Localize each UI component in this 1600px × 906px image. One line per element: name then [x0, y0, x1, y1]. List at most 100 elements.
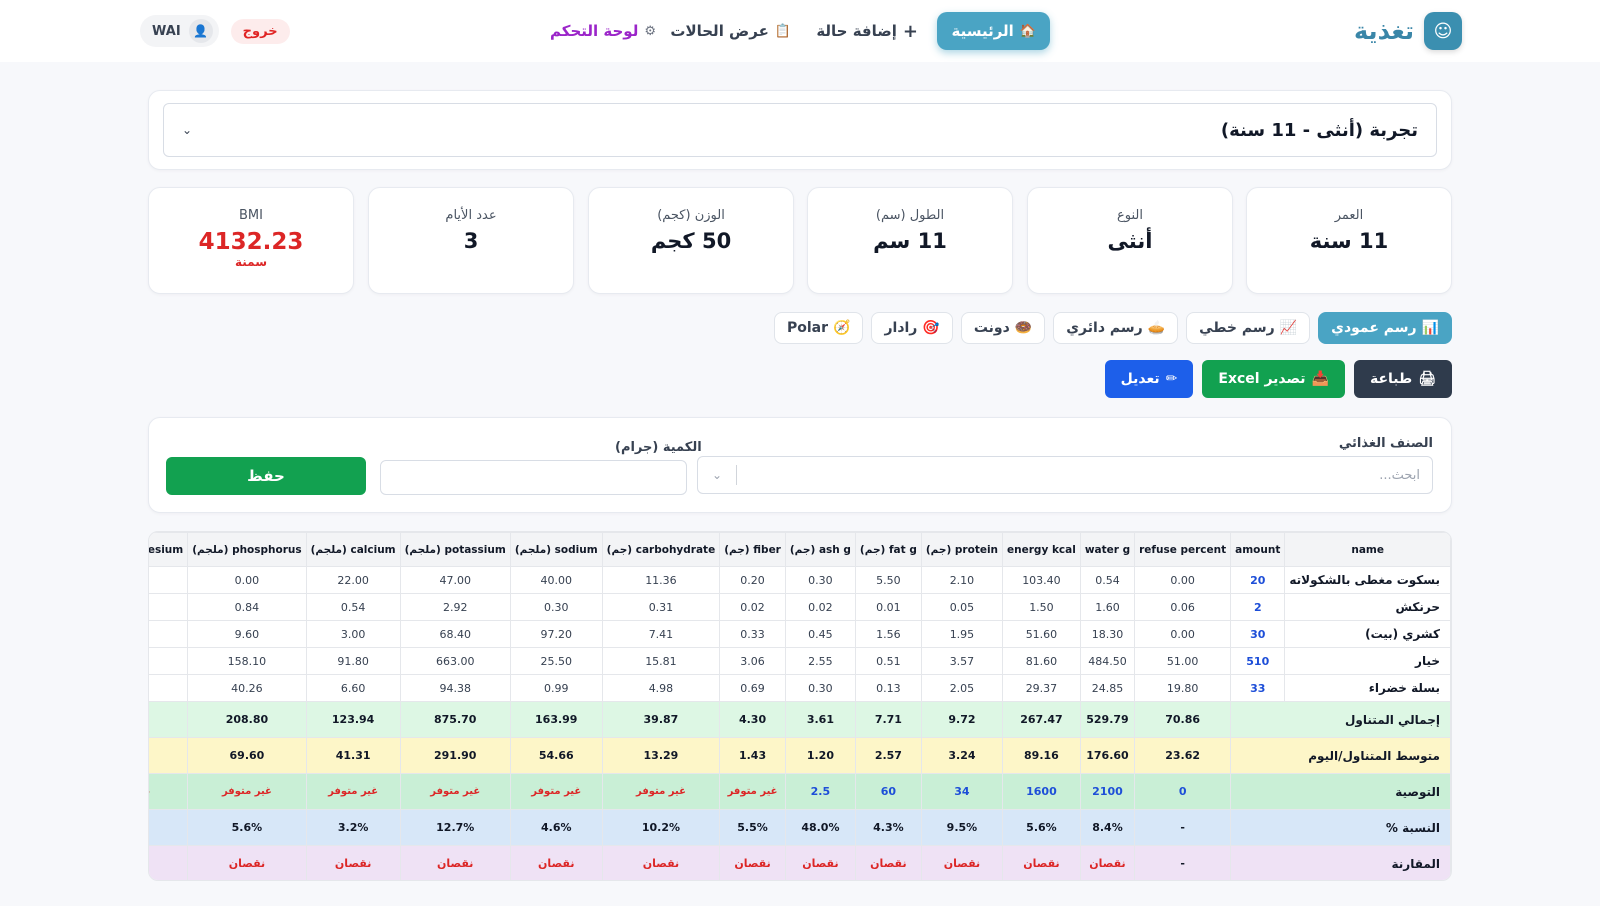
- column-header[interactable]: carbohydrate (جم): [601, 532, 721, 567]
- donut-icon: 🍩: [1014, 320, 1033, 336]
- nav-dashboard-button[interactable]: ⚙ لوحة التحكم: [536, 12, 670, 50]
- food-search-select[interactable]: ابحث... ⌄: [697, 456, 1433, 494]
- summary-cell: 0: [1134, 773, 1232, 810]
- table-row[interactable]: كشري (بيت) 30 0.00 18.30 51.60 1.95 1.56 0.45 0.…: [149, 620, 1451, 648]
- column-header[interactable]: phosphorus (ملجم): [187, 532, 307, 567]
- table-row[interactable]: بسكوت مغطى بالشكولاته 20 0.00 0.54 103.40 2.1…: [149, 566, 1451, 594]
- summary-cell: 23.62: [1134, 737, 1232, 774]
- table-cell: 0.51: [854, 647, 922, 675]
- user-menu[interactable]: 👤 WAI: [140, 15, 219, 47]
- quantity-input[interactable]: [380, 460, 687, 495]
- amount-cell[interactable]: 30: [1230, 620, 1286, 648]
- table-cell: 94.38: [399, 674, 511, 702]
- summary-cell: غير متوفر: [305, 773, 401, 810]
- summary-cell: نقصان: [601, 845, 721, 880]
- table-cell: 51.00: [1134, 647, 1232, 675]
- table-cell: 51.60: [1002, 620, 1081, 648]
- column-header[interactable]: potassium (ملجم): [399, 532, 511, 567]
- summary-label: النسبة %: [1230, 809, 1451, 846]
- top-navbar: ☺ تغذية 🏠 الرئيسية + إضافة حالة 📋 عرض ال…: [0, 0, 1600, 62]
- excel-label: تصدير Excel: [1218, 371, 1306, 387]
- total-row: إجمالي المتناول 70.86 529.79 267.47 9.72 7.71…: [149, 701, 1451, 738]
- summary-cell: 47.07: [149, 701, 189, 738]
- stat-value: أنثى: [1107, 229, 1153, 253]
- tab-label: دونت: [973, 320, 1010, 336]
- column-header[interactable]: sodium (ملجم): [509, 532, 603, 567]
- tab-donut-chart[interactable]: 🍩 دونت: [960, 312, 1046, 344]
- chevron-down-icon[interactable]: ⌄: [711, 468, 723, 482]
- tab-bar-chart[interactable]: 📊 رسم عمودي: [1318, 312, 1452, 344]
- save-button[interactable]: حفظ: [166, 457, 366, 495]
- column-header[interactable]: amount: [1230, 532, 1286, 567]
- column-header[interactable]: mangnesium (ملجم): [149, 532, 189, 567]
- table-cell: 103.40: [1002, 566, 1081, 594]
- table-cell: 0.54: [1079, 566, 1136, 594]
- brand[interactable]: ☺ تغذية: [1354, 12, 1462, 50]
- table-cell: 0.13: [854, 674, 922, 702]
- summary-cell: 4.3%: [854, 809, 922, 846]
- column-header[interactable]: ash g (جم): [784, 532, 856, 567]
- table-cell: 0.05: [920, 593, 1004, 621]
- column-header[interactable]: refuse percent: [1134, 532, 1232, 567]
- table-cell: 68.40: [399, 620, 511, 648]
- stat-value: 50 كجم: [650, 229, 732, 253]
- summary-cell: -: [1134, 845, 1232, 880]
- amount-cell[interactable]: 510: [1230, 647, 1286, 675]
- edit-button[interactable]: ✏ تعديل: [1104, 360, 1194, 398]
- nav-view-cases-button[interactable]: 📋 عرض الحالات: [656, 12, 805, 50]
- stat-value: 11 سنة: [1309, 229, 1389, 253]
- column-header[interactable]: energy kcal: [1002, 532, 1081, 567]
- table-cell: 5.50: [854, 566, 922, 594]
- summary-cell: 4.30: [719, 701, 786, 738]
- summary-cell: -: [1134, 809, 1232, 846]
- tab-pie-chart[interactable]: 🥧 رسم دائري: [1053, 312, 1179, 344]
- summary-cell: نقصان: [719, 845, 786, 880]
- home-icon: 🏠: [1019, 23, 1036, 39]
- table-cell: 97.20: [509, 620, 603, 648]
- tab-label: Polar: [787, 320, 829, 336]
- column-header[interactable]: fat g (جم): [854, 532, 922, 567]
- summary-cell: 70.86: [1134, 701, 1232, 738]
- column-header[interactable]: fiber (جم): [719, 532, 786, 567]
- column-header[interactable]: protein (جم): [920, 532, 1004, 567]
- table-row[interactable]: حرنكش 2 0.06 1.60 1.50 0.05 0.01 0.02 0.02 0.31 0.…: [149, 593, 1451, 621]
- print-button[interactable]: 🖨 طباعة: [1354, 360, 1452, 398]
- tab-polar-chart[interactable]: 🧭 Polar: [774, 312, 864, 344]
- summary-cell: 12.7%: [399, 809, 511, 846]
- nav-dashboard-label: لوحة التحكم: [549, 22, 639, 40]
- nav-add-case-button[interactable]: + إضافة حالة: [802, 12, 932, 50]
- summary-cell: 9.5%: [920, 809, 1004, 846]
- food-name-cell: حرنكش: [1284, 593, 1451, 621]
- case-selector-card: تجربة (أنثى - 11 سنة) ⌄: [148, 90, 1452, 170]
- tab-radar-chart[interactable]: 🎯 رادار: [871, 312, 953, 344]
- export-excel-button[interactable]: 📥 تصدير Excel: [1202, 360, 1345, 398]
- bar-chart-icon: 📊: [1421, 320, 1439, 336]
- nav-home-button[interactable]: 🏠 الرئيسية: [937, 12, 1050, 50]
- print-label: طباعة: [1370, 371, 1413, 387]
- gear-icon: ⚙: [644, 23, 656, 39]
- stat-gender: النوع أنثى: [1027, 187, 1233, 294]
- summary-cell: 1.43: [719, 737, 786, 774]
- summary-cell: 2.57: [854, 737, 922, 774]
- nutrition-table-container[interactable]: name amount refuse percent water g energy kc…: [148, 531, 1452, 881]
- table-cell: 0.30: [509, 593, 603, 621]
- amount-cell[interactable]: 20: [1230, 566, 1286, 594]
- table-cell: 158.10: [187, 647, 307, 675]
- column-header[interactable]: calcium (ملجم): [305, 532, 401, 567]
- column-header[interactable]: name: [1284, 532, 1451, 567]
- brand-logo-icon: ☺: [1424, 12, 1462, 50]
- amount-cell[interactable]: 2: [1230, 593, 1286, 621]
- tab-line-chart[interactable]: 📈 رسم خطي: [1186, 312, 1311, 344]
- logout-button[interactable]: خروج: [230, 18, 290, 44]
- pencil-icon: ✏: [1165, 371, 1178, 387]
- summary-cell: 10.2%: [601, 809, 721, 846]
- table-row[interactable]: بسلة خضراء 33 19.80 24.85 29.37 2.05 0.13 0.30 0…: [149, 674, 1451, 702]
- summary-cell: 5.6%: [1002, 809, 1081, 846]
- summary-cell: 3.24: [920, 737, 1004, 774]
- table-row[interactable]: خيار 510 51.00 484.50 81.60 3.57 0.51 2.55 3.06 1…: [149, 647, 1451, 675]
- amount-cell[interactable]: 33: [1230, 674, 1286, 702]
- case-select[interactable]: تجربة (أنثى - 11 سنة) ⌄: [163, 103, 1437, 157]
- summary-cell: غير متوفر: [399, 773, 511, 810]
- summary-cell: 7.71: [854, 701, 922, 738]
- column-header[interactable]: water g: [1079, 532, 1136, 567]
